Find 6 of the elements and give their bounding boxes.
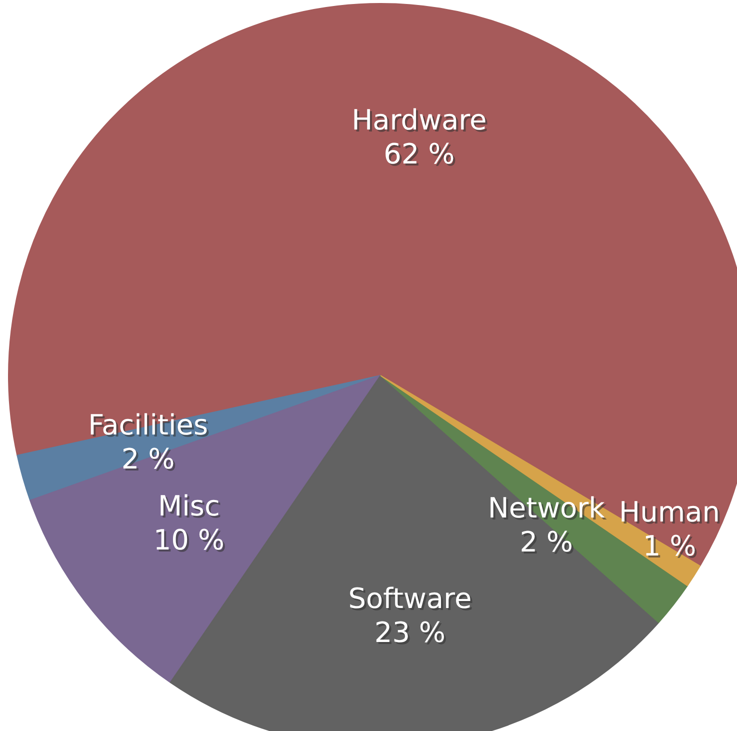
data-label: 23 % [376, 618, 448, 651]
data-label: 2 % [123, 444, 177, 478]
data-label: 62 % [386, 139, 457, 172]
data-label: 1 % [644, 532, 698, 565]
data-label: 2 % [522, 527, 576, 560]
data-label: 10 % [155, 526, 226, 559]
